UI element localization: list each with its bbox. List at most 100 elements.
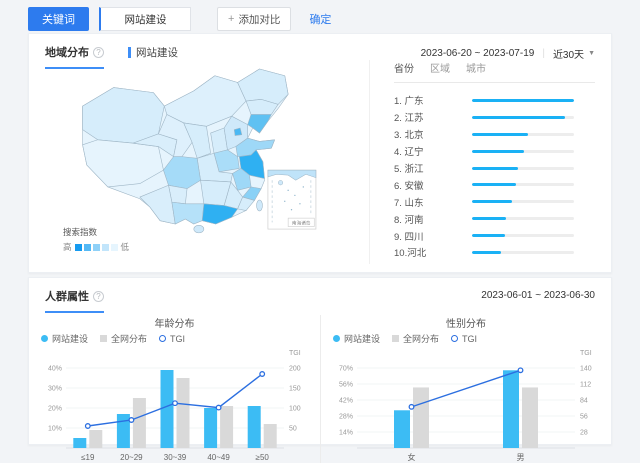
info-icon[interactable]: ?	[93, 46, 104, 58]
confirm-button[interactable]: 确定	[309, 11, 331, 27]
ranking-row: 9. 四川	[394, 227, 595, 244]
province-hainan	[193, 224, 205, 234]
rank-tab-3[interactable]: 城市	[466, 64, 486, 75]
rank-tab-2[interactable]: 区域	[430, 64, 450, 75]
svg-text:30%: 30%	[47, 386, 61, 393]
province-shaanxi	[183, 122, 211, 159]
legend-item-dot[interactable]: 网站建设	[41, 332, 88, 345]
rank-tabs: 省份 区域 城市	[394, 60, 595, 83]
divider: |	[542, 48, 545, 59]
svg-text:男: 男	[517, 453, 525, 462]
period-dropdown[interactable]: 近30天 ▼	[553, 46, 595, 61]
tab-region-distribution[interactable]: 地域分布 ?	[45, 44, 104, 69]
legend-item-label: 全网分布	[403, 334, 440, 344]
ranking-row: 5. 浙江	[394, 160, 595, 177]
ranking-row: 4. 辽宁	[394, 143, 595, 160]
province-taiwan	[256, 199, 263, 212]
search-index-legend: 搜索指数 高 低	[63, 226, 129, 253]
svg-text:42%: 42%	[339, 398, 353, 405]
ranking-bar-track	[472, 250, 574, 254]
ranking-bar-track	[472, 200, 574, 204]
province-beijing	[233, 127, 243, 136]
province-xinjiang	[82, 87, 165, 144]
keyword-legend-tag: 网站建设	[128, 45, 178, 69]
ranking-row: 7. 山东	[394, 193, 595, 210]
tab-demographics[interactable]: 人群属性 ?	[45, 288, 104, 313]
svg-text:20%: 20%	[47, 406, 61, 413]
svg-text:≤19: ≤19	[81, 453, 95, 462]
ranking-bar-track	[472, 132, 574, 136]
legend-item-label: 全网分布	[111, 334, 148, 344]
region-distribution-card: 地域分布 ? 网站建设 2023-06-20 ~ 2023-07-19 | 近3…	[28, 33, 612, 273]
age-distribution-chart: 10% 20% 30% 40% 50 100 150 200 TGI ≤19 20~29 30~39 4…	[47, 350, 301, 462]
demo-section-title: 人群属性	[45, 291, 89, 303]
ranking-bar-fill	[472, 149, 525, 153]
ranking-bar-fill	[472, 132, 529, 136]
province-heilongjiang	[237, 68, 289, 105]
province-anhui	[232, 168, 252, 191]
age-chart-legend: 网站建设 全网分布 TGI	[41, 332, 320, 345]
ranking-row: 1. 广东	[394, 92, 595, 109]
ranking-bar-track	[472, 149, 574, 153]
ranking-label: 9. 四川	[394, 231, 424, 243]
svg-text:70%: 70%	[339, 366, 353, 373]
svg-text:TGI: TGI	[580, 350, 592, 357]
province-gansu	[158, 114, 193, 157]
province-jilin	[245, 99, 279, 115]
svg-text:112: 112	[580, 382, 591, 389]
ranking-label: 4. 辽宁	[394, 147, 424, 159]
age-distribution-panel: 年龄分布 网站建设 全网分布 TGI 10% 20% 30% 40% 50 100 150 200…	[29, 315, 320, 463]
ranking-label: 8. 河南	[394, 214, 424, 226]
legend-item-ring[interactable]: TGI	[159, 334, 185, 344]
ranking-bar-fill	[472, 234, 505, 238]
region-card-header: 地域分布 ? 网站建设 2023-06-20 ~ 2023-07-19 | 近3…	[29, 34, 611, 69]
map-legend-squares	[74, 243, 118, 251]
province-guangdong	[201, 203, 238, 225]
legend-item-square[interactable]: 全网分布	[392, 332, 439, 345]
demographics-card: 人群属性 ? 2023-06-01 ~ 2023-06-30 年龄分布 网站建设…	[28, 277, 612, 463]
legend-item-label: TGI	[462, 333, 478, 344]
square-marker-icon	[100, 335, 108, 342]
svg-text:40%: 40%	[47, 366, 61, 373]
ranking-list: 1. 广东 2. 江苏 3. 北京 4. 辽宁 5. 浙江 6. 安徽 7. 山东 8. 河南…	[394, 92, 595, 261]
search-toolbar: 关键词 + 添加对比 确定	[28, 7, 331, 31]
demo-date-range: 2023-06-01 ~ 2023-06-30	[481, 290, 595, 301]
svg-text:140: 140	[580, 366, 592, 373]
region-section-title: 地域分布	[45, 47, 89, 59]
legend-color-square	[74, 243, 82, 251]
gender-chart-title: 性别分布	[446, 319, 486, 330]
svg-text:50: 50	[289, 426, 297, 433]
ranking-label: 7. 山东	[394, 197, 424, 209]
rank-tab-1[interactable]: 省份	[394, 64, 414, 75]
region-date-range: 2023-06-20 ~ 2023-07-19	[420, 48, 535, 59]
svg-text:30~39: 30~39	[163, 453, 186, 462]
gender-distribution-chart: 14% 28% 42% 56% 70% 28 56 84 112 140 TGI 女 男	[339, 350, 592, 462]
info-icon[interactable]: ?	[93, 290, 104, 302]
svg-text:84: 84	[580, 398, 588, 405]
age-chart-title: 年龄分布	[154, 319, 195, 330]
legend-color-square	[110, 243, 118, 251]
keyword-input[interactable]	[99, 7, 191, 31]
ranking-label: 2. 江苏	[394, 113, 424, 125]
inset-label: 南海诸岛	[292, 219, 311, 226]
china-map-svg[interactable]: 南海诸岛	[59, 62, 337, 258]
legend-item-label: 网站建设	[52, 334, 89, 344]
legend-low-label: 低	[120, 242, 130, 252]
keyword-type-button[interactable]: 关键词	[28, 7, 89, 31]
ring-marker-icon	[451, 335, 459, 342]
china-map[interactable]: 南海诸岛	[59, 62, 337, 258]
legend-item-dot[interactable]: 网站建设	[333, 332, 380, 345]
legend-item-ring[interactable]: TGI	[451, 334, 477, 344]
svg-text:≥50: ≥50	[255, 453, 269, 462]
legend-item-square[interactable]: 全网分布	[100, 332, 147, 345]
legend-title: 搜索指数	[63, 227, 98, 237]
add-compare-button[interactable]: + 添加对比	[217, 7, 292, 31]
ranking-label: 6. 安徽	[394, 180, 424, 192]
gender-chart-legend: 网站建设 全网分布 TGI	[333, 332, 611, 345]
province-ranking-panel: 省份 区域 城市 1. 广东 2. 江苏 3. 北京 4. 辽宁 5. 浙江 6. 安徽 7. …	[369, 60, 595, 264]
period-label: 近30天	[552, 50, 585, 61]
svg-text:TGI: TGI	[289, 350, 301, 357]
ranking-label: 10.河北	[394, 248, 427, 260]
svg-text:28%: 28%	[339, 414, 353, 421]
ranking-row: 2. 江苏	[394, 109, 595, 126]
